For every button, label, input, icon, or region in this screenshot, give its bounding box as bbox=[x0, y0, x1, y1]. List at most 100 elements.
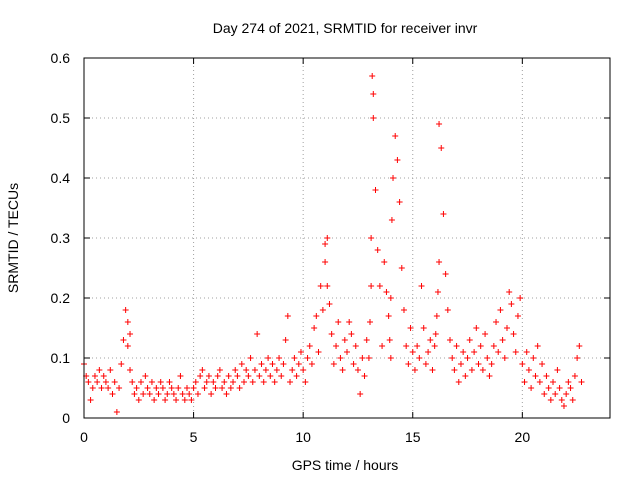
data-point bbox=[162, 397, 169, 403]
data-point bbox=[508, 301, 515, 307]
data-point bbox=[512, 349, 519, 355]
data-point bbox=[230, 379, 237, 385]
data-point bbox=[414, 343, 421, 349]
data-point bbox=[457, 361, 464, 367]
data-point bbox=[98, 385, 105, 391]
data-point bbox=[100, 373, 107, 379]
y-axis-title: SRMTID / TECUs bbox=[5, 183, 21, 293]
data-point bbox=[409, 349, 416, 355]
data-point bbox=[341, 337, 348, 343]
data-point bbox=[313, 313, 320, 319]
data-point bbox=[506, 289, 513, 295]
data-point bbox=[197, 373, 204, 379]
data-point bbox=[519, 361, 526, 367]
data-point bbox=[369, 73, 376, 79]
data-point bbox=[311, 325, 318, 331]
data-point bbox=[227, 385, 234, 391]
data-point bbox=[567, 385, 574, 391]
data-point bbox=[221, 379, 228, 385]
x-tick-label: 15 bbox=[405, 429, 421, 445]
data-point bbox=[464, 355, 471, 361]
data-point bbox=[365, 355, 372, 361]
data-point bbox=[203, 379, 210, 385]
data-point bbox=[276, 355, 283, 361]
y-tick-label: 0.1 bbox=[51, 350, 71, 366]
data-point bbox=[153, 385, 160, 391]
data-point bbox=[262, 367, 269, 373]
data-point bbox=[289, 367, 296, 373]
data-point bbox=[214, 373, 221, 379]
data-point bbox=[479, 367, 486, 373]
data-point bbox=[87, 397, 94, 403]
data-point bbox=[427, 337, 434, 343]
data-point bbox=[368, 283, 375, 289]
data-point bbox=[374, 247, 381, 253]
data-point bbox=[497, 307, 504, 313]
data-point bbox=[425, 349, 432, 355]
data-point bbox=[451, 367, 458, 373]
data-point bbox=[256, 373, 263, 379]
data-point bbox=[578, 379, 585, 385]
data-point bbox=[120, 337, 127, 343]
data-point bbox=[113, 409, 120, 415]
y-tick-label: 0.6 bbox=[51, 50, 71, 66]
data-point bbox=[348, 331, 355, 337]
data-point bbox=[405, 361, 412, 367]
data-point bbox=[438, 145, 445, 151]
data-point bbox=[107, 367, 114, 373]
data-point bbox=[390, 175, 397, 181]
data-point bbox=[192, 379, 199, 385]
data-point bbox=[188, 397, 195, 403]
data-point bbox=[525, 367, 532, 373]
data-point bbox=[177, 373, 184, 379]
data-point bbox=[240, 379, 247, 385]
data-point bbox=[477, 343, 484, 349]
data-point bbox=[431, 343, 438, 349]
data-point bbox=[124, 343, 131, 349]
data-point bbox=[199, 367, 206, 373]
data-point bbox=[194, 391, 201, 397]
data-point bbox=[212, 385, 219, 391]
data-point bbox=[350, 361, 357, 367]
data-point bbox=[444, 307, 451, 313]
data-point bbox=[361, 373, 368, 379]
data-point bbox=[333, 343, 340, 349]
data-point bbox=[308, 361, 315, 367]
data-point bbox=[352, 343, 359, 349]
data-point bbox=[223, 391, 230, 397]
data-point bbox=[254, 331, 261, 337]
data-point bbox=[433, 313, 440, 319]
data-point bbox=[422, 361, 429, 367]
data-point bbox=[392, 133, 399, 139]
data-point bbox=[403, 343, 410, 349]
data-point bbox=[238, 361, 245, 367]
ticks-layer: 0 0.1 0.2 0.3 0.4 0.5 0.6 0 5 10 15 20 bbox=[51, 50, 610, 445]
data-point bbox=[372, 187, 379, 193]
data-point bbox=[484, 355, 491, 361]
data-point bbox=[293, 373, 300, 379]
data-point bbox=[306, 343, 313, 349]
data-point bbox=[278, 373, 285, 379]
data-point bbox=[201, 385, 208, 391]
data-point bbox=[493, 319, 500, 325]
data-point bbox=[517, 295, 524, 301]
data-point bbox=[175, 385, 182, 391]
data-point bbox=[122, 307, 129, 313]
data-point bbox=[539, 361, 546, 367]
data-point bbox=[216, 367, 223, 373]
data-point bbox=[387, 355, 394, 361]
data-point bbox=[133, 385, 140, 391]
data-point bbox=[280, 361, 287, 367]
data-point bbox=[232, 367, 239, 373]
data-point bbox=[429, 367, 436, 373]
data-point bbox=[387, 295, 394, 301]
data-point bbox=[300, 367, 307, 373]
data-point bbox=[328, 331, 335, 337]
data-point bbox=[381, 259, 388, 265]
data-point bbox=[388, 217, 395, 223]
x-tick-label: 0 bbox=[80, 429, 88, 445]
data-point bbox=[186, 391, 193, 397]
data-point bbox=[554, 367, 561, 373]
data-point bbox=[208, 391, 215, 397]
data-point bbox=[271, 379, 278, 385]
